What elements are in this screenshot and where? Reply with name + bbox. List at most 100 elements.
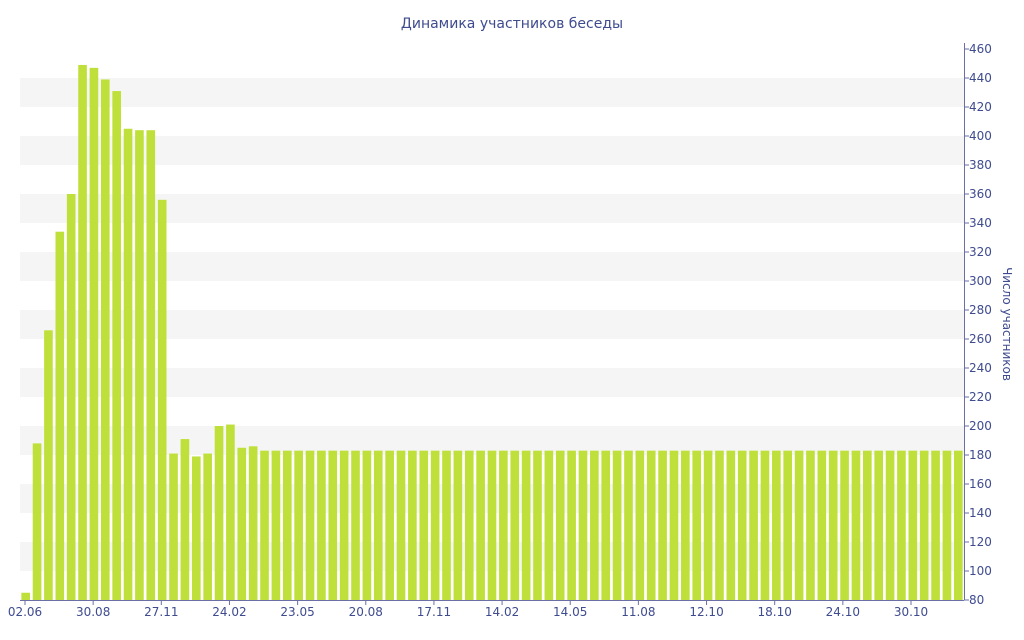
bar[interactable] (840, 450, 849, 600)
bar[interactable] (806, 450, 815, 600)
bar[interactable] (863, 450, 872, 600)
bar[interactable] (237, 447, 247, 600)
bar[interactable] (44, 330, 53, 600)
y-tick-label: 100 (969, 564, 992, 578)
bar[interactable] (100, 79, 110, 600)
bar[interactable] (362, 450, 372, 600)
x-tick-label: 20.08 (349, 605, 383, 619)
bar[interactable] (635, 450, 645, 600)
bar[interactable] (828, 450, 838, 600)
grid-band (20, 368, 964, 397)
x-tick-label: 24.10 (826, 605, 860, 619)
bar[interactable] (282, 450, 292, 600)
bar[interactable] (737, 450, 747, 600)
x-tick-label: 14.05 (553, 605, 587, 619)
bar[interactable] (464, 450, 474, 600)
bar[interactable] (851, 450, 861, 600)
bar[interactable] (89, 67, 99, 601)
bar[interactable] (146, 130, 156, 600)
bar[interactable] (783, 450, 793, 600)
y-tick-label: 240 (969, 361, 992, 375)
bar[interactable] (897, 450, 906, 600)
y-tick-label: 380 (969, 158, 992, 172)
bar[interactable] (214, 426, 224, 600)
bar[interactable] (305, 450, 315, 600)
bar[interactable] (658, 450, 667, 600)
y-tick-label: 80 (969, 593, 984, 607)
bar[interactable] (772, 450, 781, 600)
bar[interactable] (533, 450, 542, 600)
bar[interactable] (123, 128, 133, 600)
bar[interactable] (328, 450, 338, 600)
bar[interactable] (260, 450, 269, 600)
bar[interactable] (21, 592, 30, 600)
bar[interactable] (294, 450, 303, 600)
bar[interactable] (191, 456, 201, 600)
bar[interactable] (794, 450, 804, 600)
bar[interactable] (908, 450, 918, 600)
bar[interactable] (499, 450, 508, 600)
bar[interactable] (339, 450, 349, 600)
bar[interactable] (112, 91, 121, 601)
bar[interactable] (521, 450, 531, 600)
bar[interactable] (396, 450, 406, 600)
bar[interactable] (760, 450, 770, 600)
bar[interactable] (317, 450, 326, 600)
bar[interactable] (601, 450, 611, 600)
bar[interactable] (248, 446, 258, 600)
bar[interactable] (351, 450, 360, 600)
bar[interactable] (578, 450, 588, 600)
bar[interactable] (681, 450, 690, 600)
bar[interactable] (874, 450, 884, 600)
bar[interactable] (55, 231, 65, 600)
bar[interactable] (135, 130, 144, 600)
bar[interactable] (203, 453, 212, 600)
bar[interactable] (373, 450, 383, 600)
bar[interactable] (32, 443, 42, 600)
bar[interactable] (612, 450, 622, 600)
bar[interactable] (476, 450, 485, 600)
bar[interactable] (715, 450, 724, 600)
bar[interactable] (567, 450, 576, 600)
bar[interactable] (385, 450, 394, 600)
bar[interactable] (555, 450, 565, 600)
y-tick-label: 320 (969, 245, 992, 259)
bar[interactable] (157, 199, 167, 601)
bar[interactable] (180, 439, 190, 600)
bar[interactable] (487, 450, 497, 600)
bar[interactable] (817, 450, 827, 600)
bar[interactable] (590, 450, 599, 600)
bar[interactable] (669, 450, 679, 600)
bar[interactable] (453, 450, 463, 600)
x-tick-label: 18.10 (758, 605, 792, 619)
bar[interactable] (942, 450, 952, 600)
bar[interactable] (419, 450, 429, 600)
bar[interactable] (726, 450, 736, 600)
bar[interactable] (430, 450, 440, 600)
bar[interactable] (703, 450, 713, 600)
y-tick-label: 260 (969, 332, 992, 346)
bar[interactable] (442, 450, 451, 600)
y-tick-label: 300 (969, 274, 992, 288)
y-tick-label: 420 (969, 100, 992, 114)
bar[interactable] (169, 453, 178, 600)
bar[interactable] (919, 450, 929, 600)
bar[interactable] (624, 450, 633, 600)
bar[interactable] (885, 450, 895, 600)
y-ticks: 80 100 120 140 160 180 200 220 240 260 280 300 320 34… (964, 42, 992, 607)
bar[interactable] (66, 194, 76, 600)
x-tick-label: 02.06 (8, 605, 42, 619)
bar[interactable] (408, 450, 417, 600)
bar[interactable] (78, 64, 87, 600)
bar[interactable] (510, 450, 520, 600)
grid-band (20, 426, 964, 455)
bar[interactable] (931, 450, 940, 600)
bar[interactable] (692, 450, 702, 600)
bar[interactable] (271, 450, 281, 600)
bar[interactable] (749, 450, 758, 600)
bar[interactable] (544, 450, 554, 600)
bar[interactable] (226, 424, 235, 600)
bar[interactable] (953, 450, 963, 600)
bar[interactable] (646, 450, 656, 600)
